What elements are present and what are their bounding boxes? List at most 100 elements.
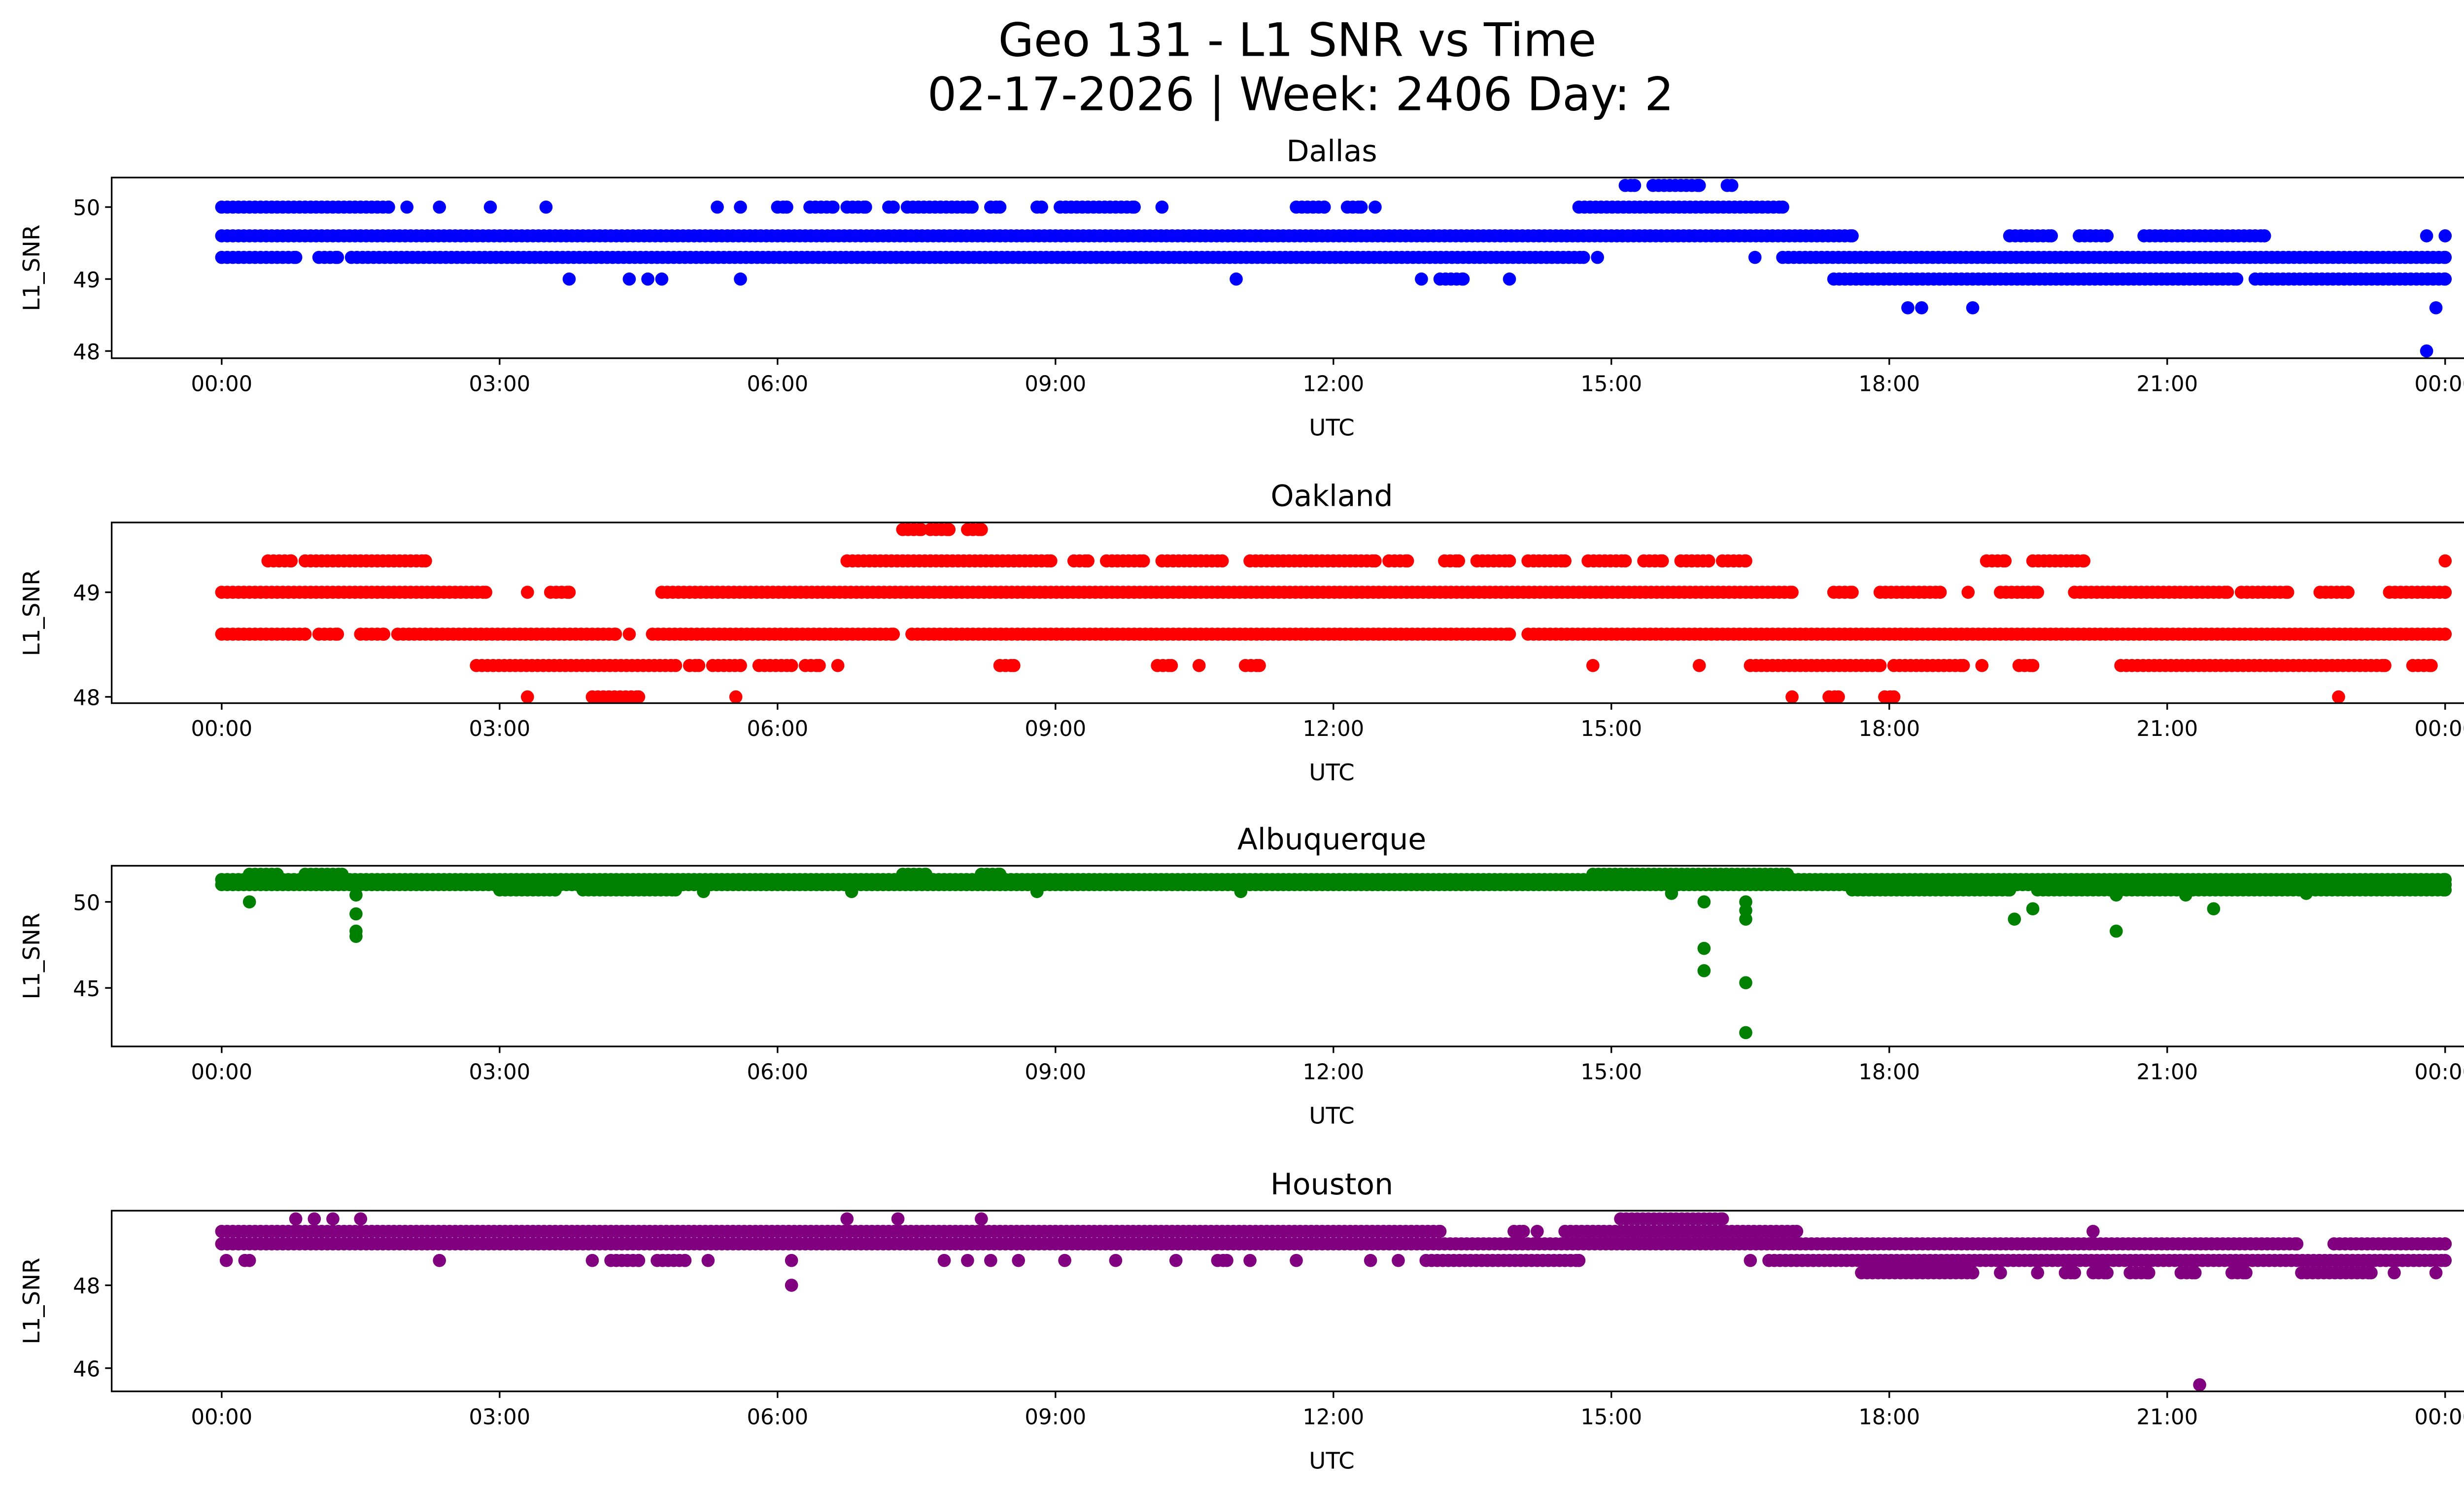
data-point xyxy=(937,1253,951,1267)
y-tick-label: 49 xyxy=(73,268,100,293)
data-point xyxy=(711,200,724,214)
data-point xyxy=(1215,554,1229,568)
data-point xyxy=(326,1212,340,1226)
y-axis-label: L1_SNR xyxy=(19,225,45,312)
data-point xyxy=(2258,229,2271,243)
data-point xyxy=(1354,200,1368,214)
data-point xyxy=(479,586,493,599)
data-point xyxy=(284,554,298,568)
data-point xyxy=(1628,178,1642,192)
x-tick-label: 06:00 xyxy=(747,1060,808,1085)
data-point xyxy=(692,659,706,672)
data-point xyxy=(539,200,553,214)
data-point xyxy=(1452,554,1466,568)
x-axis-label: UTC xyxy=(1309,1448,1354,1474)
data-point xyxy=(2003,883,2017,897)
data-point xyxy=(1234,885,1248,899)
data-points xyxy=(215,868,2452,1040)
data-point xyxy=(993,868,1007,881)
data-point xyxy=(1058,1253,1071,1267)
x-tick-label: 21:00 xyxy=(2136,1405,2198,1429)
data-point xyxy=(632,690,646,704)
data-point xyxy=(734,659,747,672)
data-point xyxy=(242,1253,256,1267)
data-point xyxy=(1392,1253,1405,1267)
data-point xyxy=(1785,690,1799,704)
data-point xyxy=(419,554,432,568)
x-tick-label: 00:00 xyxy=(2414,1405,2464,1429)
data-point xyxy=(382,200,395,214)
data-point xyxy=(2420,229,2433,243)
y-tick-label: 48 xyxy=(73,340,100,365)
x-tick-label: 12:00 xyxy=(1302,717,1364,741)
data-point xyxy=(2438,229,2452,243)
y-axis-label: L1_SNR xyxy=(19,913,45,1000)
data-point xyxy=(1776,200,1789,214)
subplot-albuquerque: Albuquerque 00:00 03:00 06:00 09:00 12:00 15:0… xyxy=(19,822,2464,1130)
data-point xyxy=(961,1253,974,1267)
data-point xyxy=(1961,586,1975,599)
data-point xyxy=(1697,941,1711,955)
data-point xyxy=(609,627,622,641)
data-point xyxy=(785,1279,798,1292)
x-tick-label: 03:00 xyxy=(469,372,530,396)
data-point xyxy=(1744,1253,1757,1267)
x-tick-label: 00:00 xyxy=(2414,717,2464,741)
x-tick-label: 09:00 xyxy=(1025,1405,1086,1429)
data-point xyxy=(2207,902,2221,916)
data-point xyxy=(400,200,414,214)
data-point xyxy=(2420,344,2433,358)
data-point xyxy=(697,885,710,899)
data-point xyxy=(2109,924,2123,938)
y-tick-label: 45 xyxy=(73,977,100,1002)
y-tick-label: 49 xyxy=(73,581,100,606)
data-point xyxy=(669,659,683,672)
data-point xyxy=(2179,888,2192,902)
data-point xyxy=(622,272,636,286)
data-point xyxy=(1109,1253,1123,1267)
data-point xyxy=(919,868,933,881)
data-point xyxy=(1975,659,1989,672)
x-tick-label: 15:00 xyxy=(1580,372,1642,396)
x-tick-label: 06:00 xyxy=(747,1405,808,1429)
data-point xyxy=(2188,1266,2202,1280)
data-point xyxy=(1915,301,1928,314)
data-point xyxy=(780,200,793,214)
data-point xyxy=(585,1253,599,1267)
data-point xyxy=(785,1253,798,1267)
data-point xyxy=(1128,200,1141,214)
x-tick-label: 18:00 xyxy=(1858,1405,1920,1429)
data-point xyxy=(1901,301,1915,314)
data-point xyxy=(1655,554,1669,568)
data-point xyxy=(2438,1253,2452,1267)
data-point xyxy=(2438,883,2452,897)
data-point xyxy=(2142,1266,2156,1280)
y-axis-label: L1_SNR xyxy=(19,569,45,656)
data-point xyxy=(2008,912,2021,926)
x-tick-label: 15:00 xyxy=(1580,717,1642,741)
data-point xyxy=(2438,250,2452,264)
x-tick-label: 00:00 xyxy=(191,1060,252,1085)
x-tick-label: 00:00 xyxy=(2414,372,2464,396)
data-point xyxy=(1846,586,1859,599)
data-point xyxy=(1503,627,1516,641)
data-point xyxy=(242,895,256,909)
data-point xyxy=(1012,1253,1026,1267)
data-point xyxy=(2045,229,2058,243)
data-point xyxy=(349,907,363,921)
data-point xyxy=(1966,301,1980,314)
data-point xyxy=(335,868,349,881)
data-point xyxy=(678,1253,692,1267)
figure-title-line2: 02-17-2026 | Week: 2406 Day: 2 xyxy=(927,68,1674,122)
data-point xyxy=(1739,554,1752,568)
data-point xyxy=(1748,250,1762,264)
data-point xyxy=(2438,1237,2452,1251)
data-point xyxy=(813,659,826,672)
x-tick-label: 12:00 xyxy=(1302,372,1364,396)
data-point xyxy=(622,627,636,641)
data-point xyxy=(1290,1253,1303,1267)
data-point xyxy=(1155,200,1169,214)
y-tick-label: 46 xyxy=(73,1357,100,1382)
x-axis-label: UTC xyxy=(1309,415,1354,441)
